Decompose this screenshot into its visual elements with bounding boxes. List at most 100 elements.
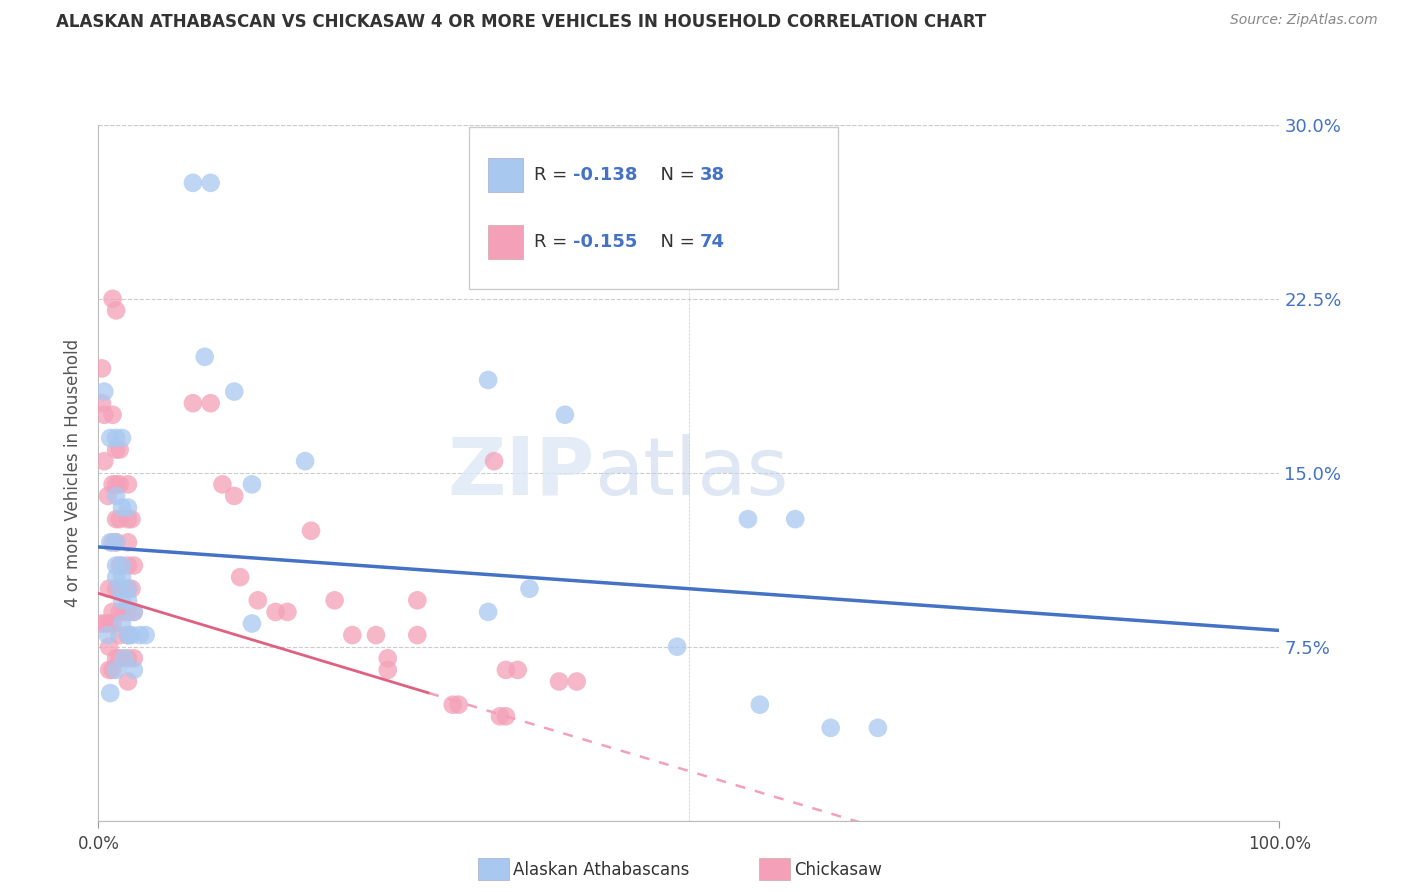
Point [121,512,143,526]
Text: Chickasaw: Chickasaw [794,861,883,879]
Point [299,524,322,538]
Point [246,593,269,607]
Text: ZIP: ZIP [447,434,595,512]
Point [820,721,842,735]
Point [117,558,139,573]
Point [93,384,115,399]
Point [98,640,121,654]
Text: N =: N = [650,166,700,184]
Point [98,431,121,445]
Point [506,663,529,677]
Point [122,605,145,619]
Point [276,605,298,619]
Point [112,651,135,665]
Point [194,350,217,364]
Point [117,674,139,689]
Point [101,477,124,491]
Text: R =: R = [534,166,574,184]
Point [117,535,139,549]
Point [240,616,263,631]
Point [94,616,117,631]
Point [565,674,588,689]
Point [121,628,143,642]
Point [105,582,128,596]
Text: Source: ZipAtlas.com: Source: ZipAtlas.com [1230,13,1378,28]
Point [117,593,139,607]
Point [112,605,135,619]
Point [97,628,120,642]
Point [377,651,399,665]
Point [364,628,387,642]
Point [105,442,128,457]
Point [108,442,131,457]
Point [377,663,399,677]
Point [117,500,139,515]
Point [229,570,252,584]
Point [105,558,128,573]
Point [519,582,541,596]
Point [93,408,115,422]
Point [200,176,222,190]
Point [93,454,115,468]
Point [101,408,124,422]
Point [181,176,204,190]
Point [117,512,139,526]
Point [666,640,689,654]
Point [117,477,139,491]
Point [406,593,429,607]
Text: 38: 38 [700,166,725,184]
Point [224,489,246,503]
Point [101,535,124,549]
Point [108,558,131,573]
Point [108,651,131,665]
Point [105,535,128,549]
Point [117,651,139,665]
Point [122,558,145,573]
Text: N =: N = [650,233,700,251]
Point [135,628,157,642]
Point [737,512,759,526]
Point [101,605,124,619]
Point [91,616,114,631]
Point [117,628,139,642]
Point [111,558,134,573]
Point [108,628,131,642]
Point [495,709,517,723]
Point [117,582,139,596]
Point [108,582,131,596]
Point [108,582,131,596]
Point [98,535,121,549]
Point [548,674,571,689]
Point [98,582,121,596]
Point [91,361,114,376]
Point [128,628,150,642]
Point [108,605,131,619]
Point [200,396,222,410]
Text: Alaskan Athabascans: Alaskan Athabascans [513,861,689,879]
Point [342,628,364,642]
Point [98,663,121,677]
Point [105,570,128,584]
Point [495,663,517,677]
Point [240,477,263,491]
Point [554,408,576,422]
Point [105,651,128,665]
Point [105,303,128,318]
Point [441,698,464,712]
Point [264,605,287,619]
Point [785,512,807,526]
Point [105,431,128,445]
Point [122,663,145,677]
Point [121,582,143,596]
Point [111,431,134,445]
Point [111,616,134,631]
Point [101,292,124,306]
Point [105,477,128,491]
Point [108,512,131,526]
Point [97,489,120,503]
Point [98,616,121,631]
Point [224,384,246,399]
Point [117,628,139,642]
Point [105,512,128,526]
Y-axis label: 4 or more Vehicles in Household: 4 or more Vehicles in Household [65,339,83,607]
